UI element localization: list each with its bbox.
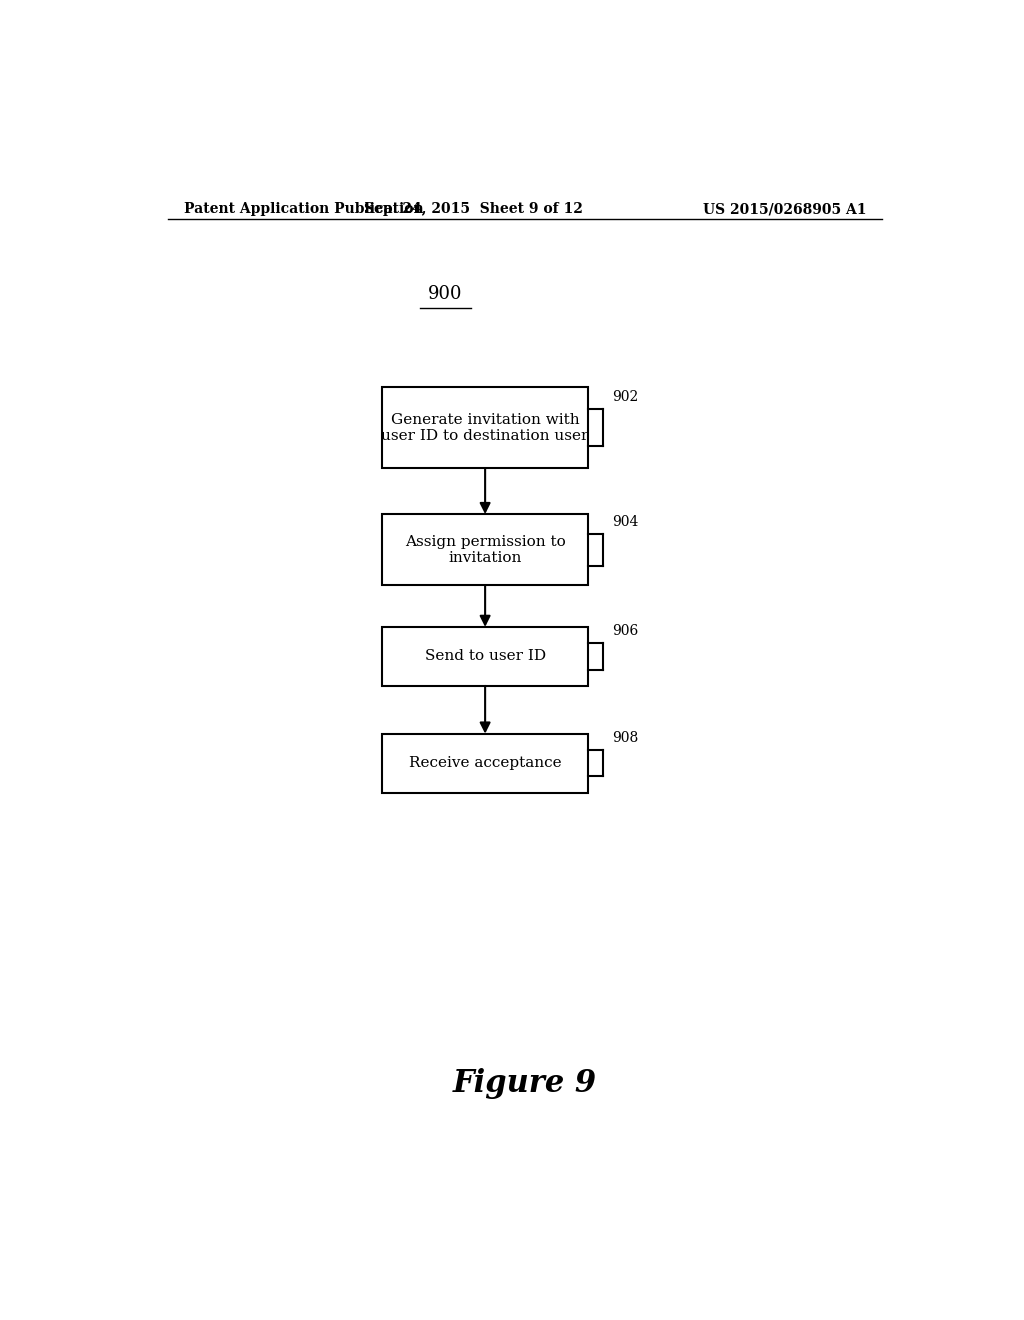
Text: 906: 906 bbox=[612, 624, 638, 638]
Text: Receive acceptance: Receive acceptance bbox=[409, 756, 561, 770]
Text: Figure 9: Figure 9 bbox=[453, 1068, 597, 1098]
Text: 904: 904 bbox=[612, 515, 639, 528]
Text: US 2015/0268905 A1: US 2015/0268905 A1 bbox=[702, 202, 866, 216]
Text: 902: 902 bbox=[612, 391, 638, 404]
Bar bbox=[382, 734, 588, 792]
Text: Sep. 24, 2015  Sheet 9 of 12: Sep. 24, 2015 Sheet 9 of 12 bbox=[364, 202, 583, 216]
Bar bbox=[382, 627, 588, 686]
Text: Patent Application Publication: Patent Application Publication bbox=[183, 202, 423, 216]
Bar bbox=[382, 387, 588, 469]
Text: 908: 908 bbox=[612, 731, 638, 744]
Text: Send to user ID: Send to user ID bbox=[425, 649, 546, 664]
Bar bbox=[382, 515, 588, 585]
Text: Assign permission to
invitation: Assign permission to invitation bbox=[404, 535, 565, 565]
Text: Generate invitation with
user ID to destination user: Generate invitation with user ID to dest… bbox=[381, 413, 589, 442]
Text: 900: 900 bbox=[428, 285, 463, 304]
